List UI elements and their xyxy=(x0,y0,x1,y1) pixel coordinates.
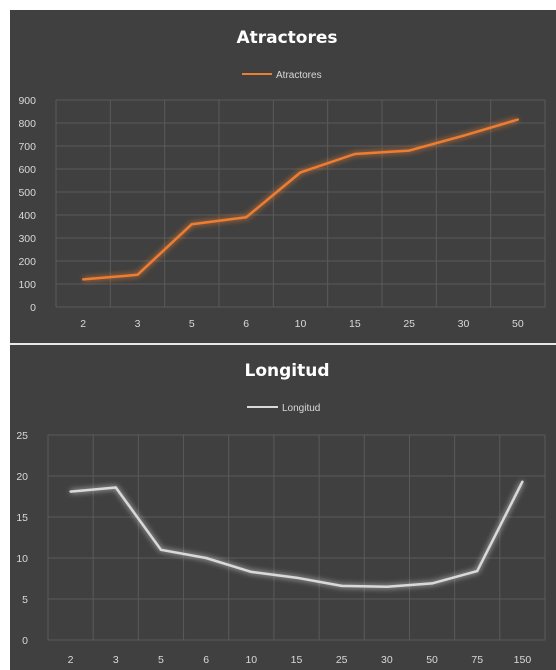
y-tick-label: 900 xyxy=(18,95,36,107)
data-point xyxy=(204,556,208,560)
longitud-chart-panel: Longitud Longitud 0 5 10 15 20 25 2 3 5 6 10 15 25 3… xyxy=(10,345,556,670)
x-tick-label: 3 xyxy=(135,318,141,330)
data-point xyxy=(407,149,411,152)
series-line-atractores xyxy=(83,118,519,281)
chart-title: Longitud xyxy=(244,361,329,381)
data-point xyxy=(136,273,139,276)
y-tick-label: 20 xyxy=(16,471,28,483)
y-tick-label: 100 xyxy=(18,279,36,291)
atractores-chart: Atractores Atractores 0 100 200 300 400 500 60… xyxy=(18,28,546,330)
y-tick-label: 15 xyxy=(16,512,28,524)
data-point xyxy=(430,582,434,585)
data-point xyxy=(244,216,248,219)
x-tick-label: 5 xyxy=(158,654,164,666)
x-tick-label: 75 xyxy=(471,654,483,666)
y-tick-label: 800 xyxy=(18,118,36,130)
x-tick-label: 2 xyxy=(80,318,86,330)
x-tick-label: 6 xyxy=(203,654,209,666)
y-tick-label: 10 xyxy=(16,553,28,565)
data-point xyxy=(69,490,72,493)
x-tick-label: 30 xyxy=(381,654,393,666)
y-tick-label: 400 xyxy=(18,210,36,222)
panel-divider xyxy=(10,343,556,345)
y-tick-label: 700 xyxy=(18,141,36,153)
y-tick-label: 500 xyxy=(18,187,36,199)
data-point xyxy=(295,576,298,579)
x-tick-label: 10 xyxy=(245,654,257,666)
chart-title: Atractores xyxy=(236,28,337,48)
x-tick-label: 25 xyxy=(336,654,348,666)
x-tick-label: 6 xyxy=(243,318,249,330)
y-tick-label: 25 xyxy=(16,430,28,442)
data-point xyxy=(476,569,479,573)
data-point xyxy=(340,584,343,588)
data-point xyxy=(190,223,194,226)
x-tick-label: 5 xyxy=(189,318,195,330)
y-tick-label: 0 xyxy=(22,635,28,647)
data-point xyxy=(81,278,85,281)
data-point xyxy=(462,134,465,137)
data-point xyxy=(159,548,163,551)
y-tick-label: 0 xyxy=(30,302,36,314)
data-point xyxy=(385,585,389,588)
y-tick-label: 5 xyxy=(22,594,28,606)
x-tick-label: 150 xyxy=(514,654,532,666)
data-point xyxy=(353,152,357,156)
x-tick-label: 3 xyxy=(113,654,119,666)
data-point xyxy=(521,480,524,483)
x-tick-label: 2 xyxy=(68,654,74,666)
x-tick-label: 50 xyxy=(512,318,524,330)
data-point xyxy=(299,171,302,174)
x-tick-label: 50 xyxy=(426,654,438,666)
data-point xyxy=(250,570,253,574)
x-tick-label: 15 xyxy=(291,654,303,666)
y-tick-label: 300 xyxy=(18,233,36,245)
x-tick-label: 25 xyxy=(403,318,415,330)
y-tick-label: 600 xyxy=(18,164,36,176)
y-tick-label: 200 xyxy=(18,256,36,268)
data-point xyxy=(516,118,520,121)
x-tick-label: 15 xyxy=(349,318,361,330)
legend-label: Longitud xyxy=(282,403,320,414)
legend-label: Atractores xyxy=(276,70,322,81)
atractores-chart-panel: Atractores Atractores 0 100 200 300 400 500 60… xyxy=(10,10,556,343)
x-tick-label: 30 xyxy=(458,318,470,330)
longitud-chart: Longitud Longitud 0 5 10 15 20 25 2 3 5 6 10 15 25 3… xyxy=(16,361,546,666)
x-tick-label: 10 xyxy=(295,318,307,330)
data-point xyxy=(114,486,117,489)
